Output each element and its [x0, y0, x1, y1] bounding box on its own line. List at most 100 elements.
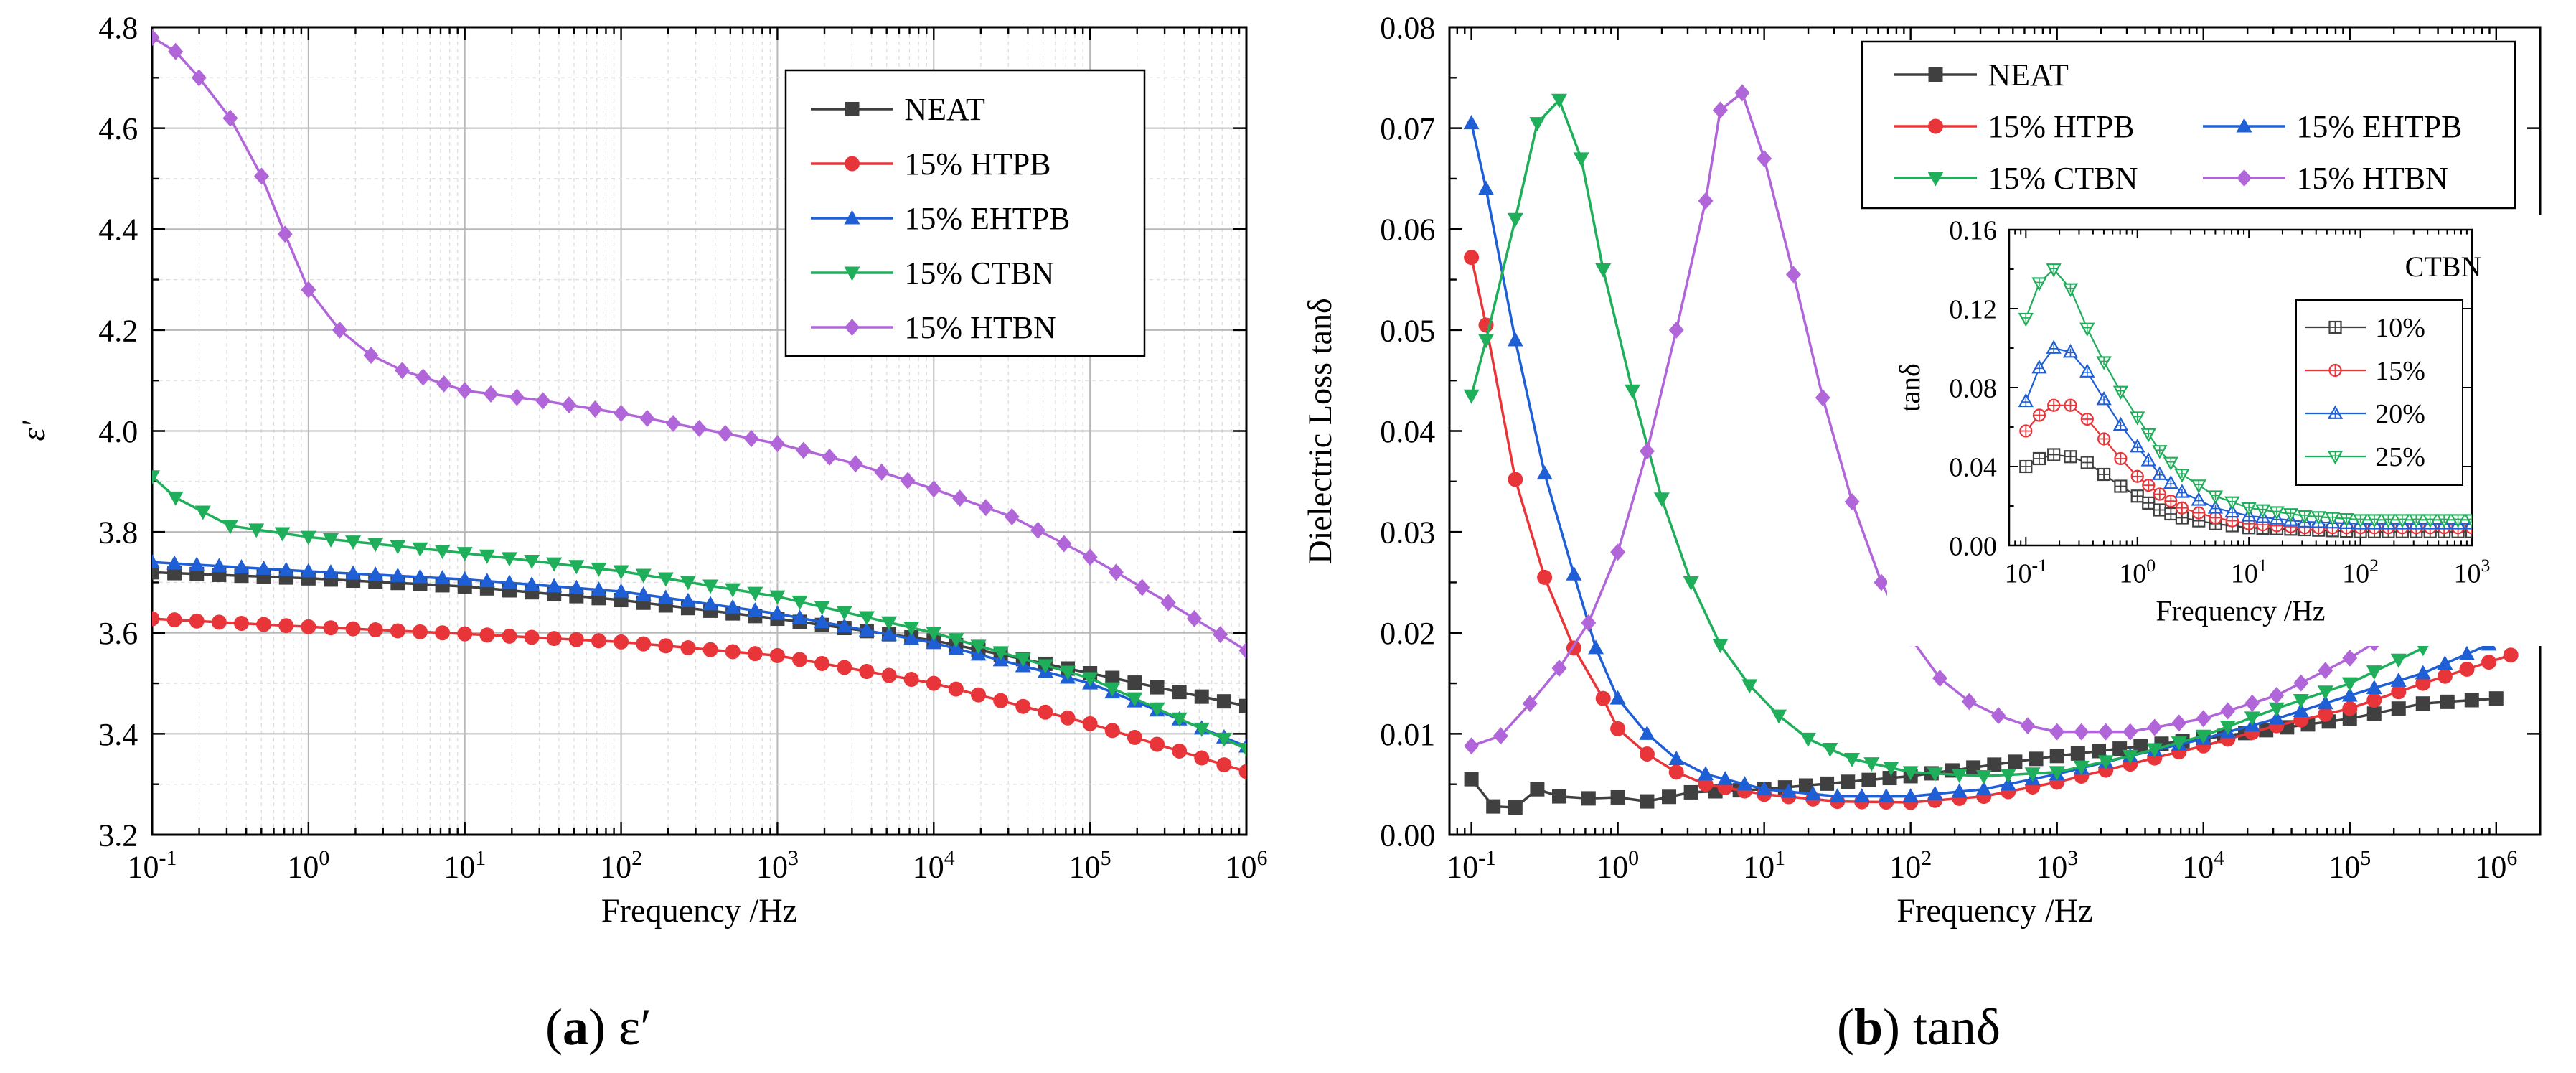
data-point-htbn [1639, 442, 1655, 460]
data-point-ctbn [2394, 514, 2410, 528]
data-point-ehtpb [166, 555, 183, 570]
data-point-ehtpb-plus [2156, 471, 2163, 479]
data-point-neat [2070, 746, 2085, 761]
data-point-htpb [2437, 668, 2453, 684]
data-point-ctbn-plus [2145, 429, 2153, 438]
data-point-ehtpb [814, 614, 830, 629]
data-point-htpb [881, 667, 897, 683]
data-point-ctbn [1863, 757, 1880, 772]
data-point-ehtpb [2341, 687, 2358, 702]
data-point-neat-cross [2048, 449, 2060, 461]
data-point-ehtpb [1927, 785, 1943, 800]
y-tick-label: 3.4 [98, 717, 138, 752]
inset-title: CTBN [2405, 250, 2482, 283]
data-point-ctbn-plus [2287, 509, 2295, 517]
data-point-ctbn [725, 583, 741, 598]
data-point-ehtpb [2163, 474, 2179, 489]
data-point-ctbn [1883, 762, 1899, 777]
y-tick-label: 0.06 [1380, 212, 1435, 248]
data-point-ehtpb-plus [2050, 345, 2057, 353]
data-point-ehtpb [1951, 783, 1968, 798]
data-point-htbn [152, 29, 160, 47]
data-point-neat [2029, 751, 2044, 767]
y-tick-label: 4.8 [98, 10, 138, 45]
x-tick-label: 10-1 [2005, 555, 2048, 589]
caption-b-letter: b [1853, 998, 1884, 1056]
data-point-neat [2080, 456, 2094, 469]
data-point-htbn [1056, 535, 1072, 553]
data-point-ctbn [2255, 504, 2271, 518]
data-point-ctbn [1771, 709, 1787, 724]
data-point-htbn [769, 435, 785, 453]
data-point-htbn [1238, 642, 1246, 660]
chart-b-tan-delta: 10-1 100 101 102 103 104 105 106 0.00 0.01 0.02 0.0… [1302, 10, 2547, 929]
data-point-htbn [1734, 84, 1750, 102]
data-point-htpb [1238, 764, 1246, 779]
data-point-ctbn [1595, 263, 1612, 278]
data-point-htbn [1004, 508, 1020, 526]
data-point-ctbn [858, 611, 875, 626]
data-point-ctbn [2219, 721, 2236, 736]
data-point-ctbn [2000, 769, 2016, 784]
y-tick-label: 0.07 [1380, 111, 1435, 146]
data-point-neat-cross [2143, 497, 2155, 509]
data-point-ctbn [1037, 659, 1053, 674]
data-point-htpb [2192, 506, 2206, 520]
data-point-ctbn [568, 560, 585, 575]
data-point-ctbn [524, 555, 540, 570]
data-point-ctbn [434, 544, 451, 559]
data-point-ehtpb [2000, 776, 2016, 791]
data-point-neat [1841, 774, 1856, 789]
data-point-htpb [1082, 716, 1098, 731]
data-point-htpb [1015, 698, 1031, 714]
data-point-neat [2008, 754, 2023, 769]
data-point-ehtpb [680, 592, 696, 607]
data-point-ehtpb [1717, 771, 1734, 786]
data-point-ctbn-plus [2195, 480, 2203, 489]
x-tick-label: 100 [2119, 555, 2156, 589]
data-point-htbn [1522, 695, 1538, 713]
data-point-ehtpb [1463, 115, 1480, 130]
legend-b-label: 15% HTPB [1988, 109, 2134, 144]
data-point-ehtpb [233, 559, 250, 574]
data-point-ehtpb [255, 560, 272, 575]
data-point-ctbn [479, 549, 495, 564]
data-point-htbn [1712, 101, 1728, 119]
data-point-htpb-plus [2115, 453, 2127, 464]
y-tick-label: 0.00 [1949, 531, 1997, 561]
data-point-htpb-plus [2153, 488, 2166, 500]
data-point-ctbn-plus [2399, 515, 2406, 524]
data-point-ctbn [1529, 117, 1546, 132]
legend-b-box [1861, 40, 2516, 210]
data-point-neat-cross [2064, 451, 2077, 463]
data-point-htbn [2074, 723, 2090, 741]
data-point-ehtpb [456, 571, 473, 586]
data-point-ehtpb [613, 583, 629, 598]
data-point-neat [1987, 757, 2002, 772]
legend-b-label: 15% HTBN [2296, 161, 2448, 196]
data-point-htbn [1082, 548, 1098, 566]
data-point-ctbn [2241, 502, 2257, 517]
data-point-htpb [926, 675, 941, 691]
data-point-neat [152, 565, 159, 580]
data-point-htpb [278, 618, 294, 634]
data-point-htpb [1595, 690, 1611, 706]
x-axis-label: Frequency /Hz [1896, 892, 2092, 929]
data-point-ctbn-plus [2067, 284, 2074, 293]
data-point-ctbn-plus [2426, 515, 2434, 524]
data-point-htpb [233, 615, 249, 631]
data-point-ehtpb [858, 622, 875, 637]
data-point-ehtpb [2062, 344, 2079, 358]
data-point-ctbn-plus [2156, 446, 2163, 454]
data-point-ctbn [2366, 514, 2382, 528]
data-point-ctbn [1800, 732, 1816, 747]
series-layer [2018, 263, 2472, 538]
data-point-htpb-plus [2176, 502, 2188, 514]
x-axis-label: Frequency /Hz [601, 892, 797, 929]
data-point-ctbn [2390, 653, 2407, 668]
data-point-ehtpb [300, 563, 316, 578]
legend-marker [2327, 451, 2344, 465]
data-point-neat [1581, 791, 1596, 806]
data-point-neat [2415, 696, 2430, 711]
